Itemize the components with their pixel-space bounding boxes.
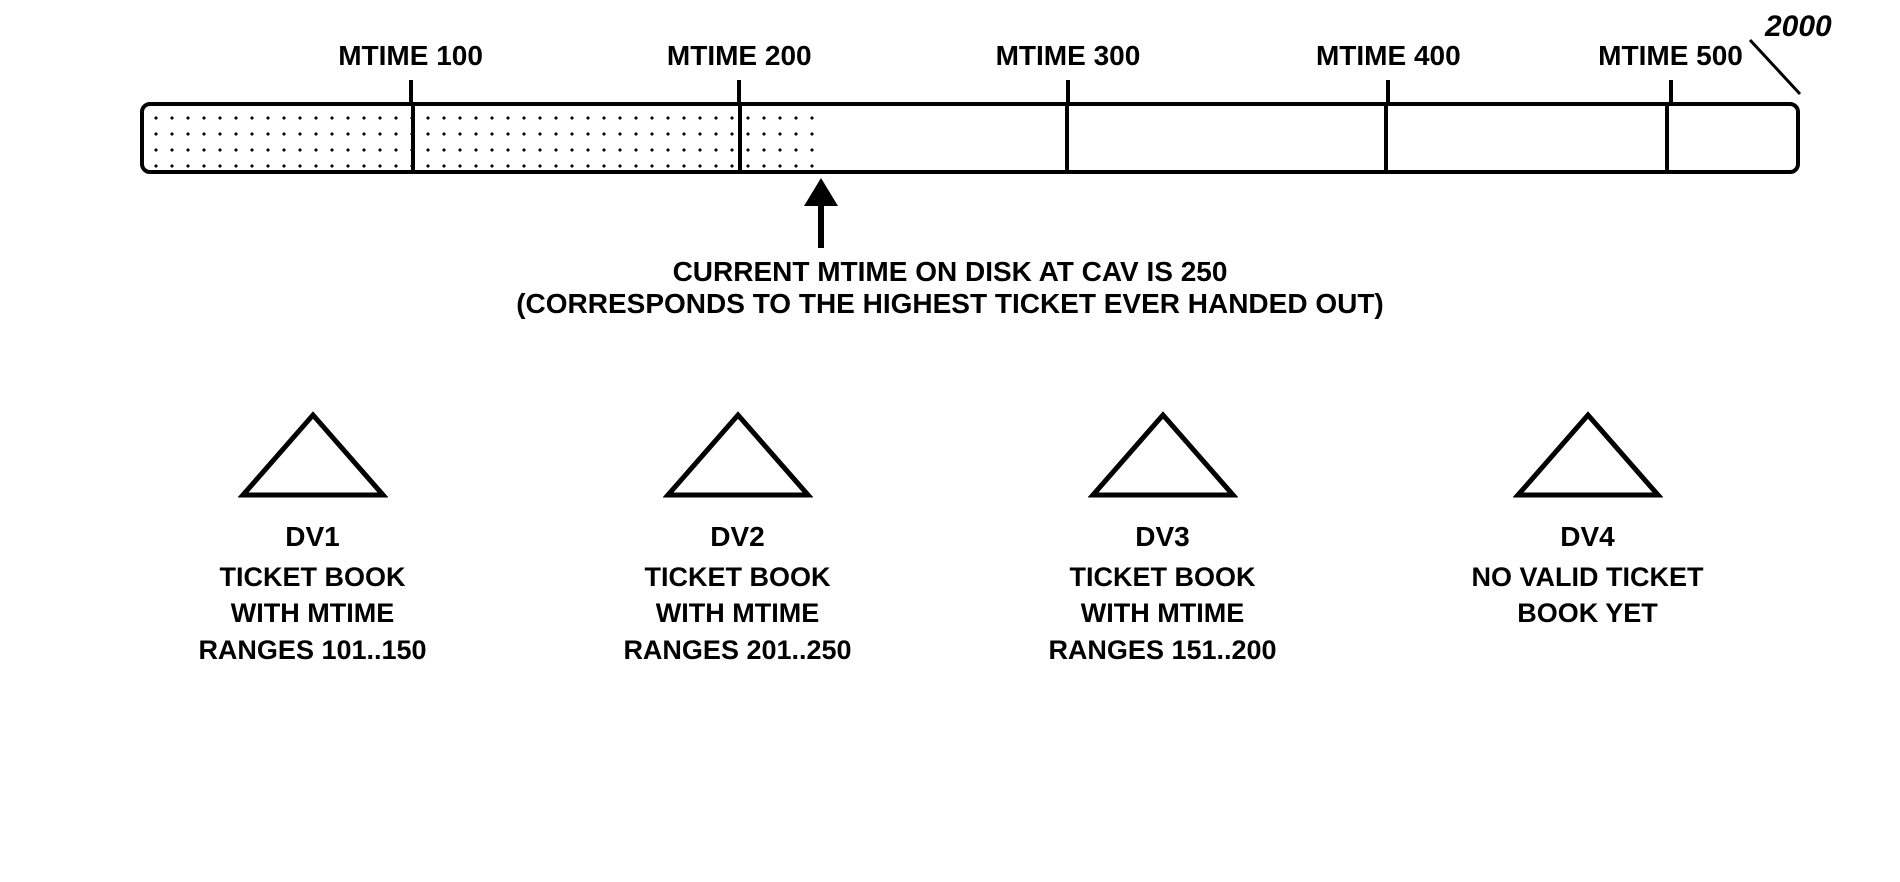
reference-label: 2000 bbox=[1765, 10, 1832, 44]
timeline-bar bbox=[140, 102, 1800, 174]
dv-item: DV2 TICKET BOOKWITH MTIMERANGES 201..250 bbox=[568, 410, 908, 668]
pointer-arrow bbox=[804, 178, 838, 248]
dv-description: NO VALID TICKETBOOK YET bbox=[1418, 559, 1758, 632]
dv-row: DV1TICKET BOOKWITH MTIMERANGES 101..150D… bbox=[60, 410, 1840, 668]
timeline-divider bbox=[1665, 106, 1669, 170]
timeline-divider bbox=[1384, 106, 1388, 170]
annotation-line2: (CORRESPONDS TO THE HIGHEST TICKET EVER … bbox=[60, 288, 1840, 320]
tick-mark bbox=[1386, 80, 1390, 102]
tick-mark bbox=[1066, 80, 1070, 102]
timeline-divider bbox=[411, 106, 415, 170]
timeline-divider bbox=[1065, 106, 1069, 170]
tick-label: MTIME 400 bbox=[1316, 40, 1461, 72]
timeline-fill bbox=[144, 106, 821, 170]
annotation-line1: CURRENT MTIME ON DISK AT CAV IS 250 bbox=[60, 256, 1840, 288]
tick-label: MTIME 300 bbox=[996, 40, 1141, 72]
dv-description: TICKET BOOKWITH MTIMERANGES 201..250 bbox=[568, 559, 908, 668]
dv-description: TICKET BOOKWITH MTIMERANGES 151..200 bbox=[993, 559, 1333, 668]
timeline-divider bbox=[738, 106, 742, 170]
dv-item: DV1 TICKET BOOKWITH MTIMERANGES 101..150 bbox=[143, 410, 483, 668]
tick-marks-row bbox=[140, 80, 1800, 102]
dv-item: DV4 NO VALID TICKETBOOK YET bbox=[1418, 410, 1758, 668]
annotation-block: CURRENT MTIME ON DISK AT CAV IS 250 (COR… bbox=[60, 256, 1840, 320]
triangle-icon bbox=[663, 410, 813, 500]
dv-name: DV2 bbox=[568, 521, 908, 553]
reference-leader-line bbox=[60, 40, 61, 41]
dv-name: DV1 bbox=[143, 521, 483, 553]
diagram-root: 2000 MTIME 100MTIME 200MTIME 300MTIME 40… bbox=[60, 40, 1840, 668]
tick-labels-row: MTIME 100 MTIME 200 MTIME 300 MTIME 400 MTIM… bbox=[140, 40, 1800, 80]
triangle-icon bbox=[1088, 410, 1238, 500]
arrow-area bbox=[140, 178, 1800, 248]
dv-name: DV4 bbox=[1418, 521, 1758, 553]
tick-label: MTIME 200 bbox=[667, 40, 812, 72]
tick-label: MTIME 100 bbox=[338, 40, 483, 72]
tick-mark bbox=[409, 80, 413, 102]
triangle-icon bbox=[238, 410, 388, 500]
tick-label: MTIME 500 bbox=[1598, 40, 1743, 72]
dv-name: DV3 bbox=[993, 521, 1333, 553]
dv-description: TICKET BOOKWITH MTIMERANGES 101..150 bbox=[143, 559, 483, 668]
tick-mark bbox=[1669, 80, 1673, 102]
dv-item: DV3 TICKET BOOKWITH MTIMERANGES 151..200 bbox=[993, 410, 1333, 668]
tick-mark bbox=[737, 80, 741, 102]
triangle-icon bbox=[1513, 410, 1663, 500]
